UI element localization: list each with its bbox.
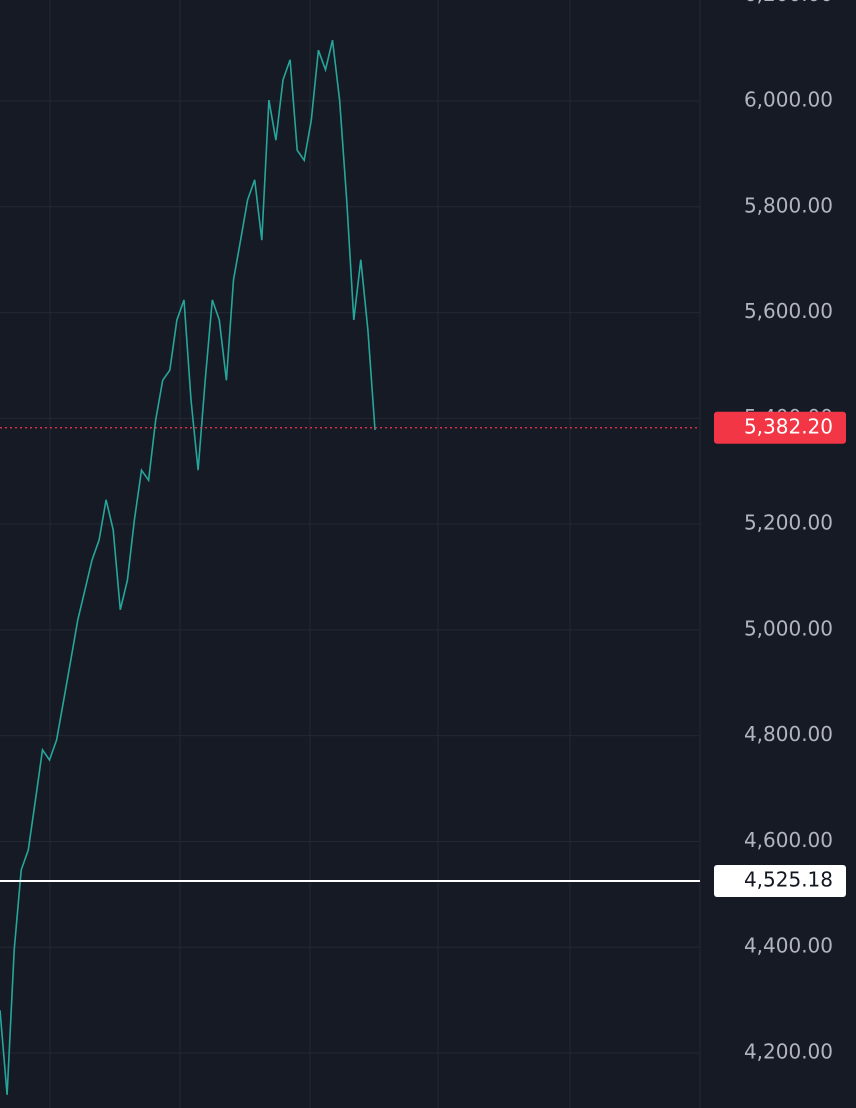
y-tick-label: 4,400.00 <box>744 934 833 958</box>
y-tick-label: 5,200.00 <box>744 511 833 535</box>
y-tick-label: 4,600.00 <box>744 828 833 852</box>
price-tag-label: 5,382.20 <box>744 414 833 438</box>
y-tick-label: 4,200.00 <box>744 1039 833 1063</box>
y-tick-label: 5,000.00 <box>744 616 833 640</box>
y-tick-label: 5,800.00 <box>744 193 833 217</box>
price-tag <box>714 865 846 898</box>
price-line <box>0 40 376 1095</box>
y-tick-label: 4,800.00 <box>744 722 833 746</box>
y-tick-label: 6,000.00 <box>744 88 833 112</box>
price-tag-label: 4,525.18 <box>744 868 833 892</box>
y-tick-label: 5,600.00 <box>744 299 833 323</box>
y-tick-label: 6,200.00 <box>744 0 833 6</box>
price-tag <box>714 411 846 444</box>
